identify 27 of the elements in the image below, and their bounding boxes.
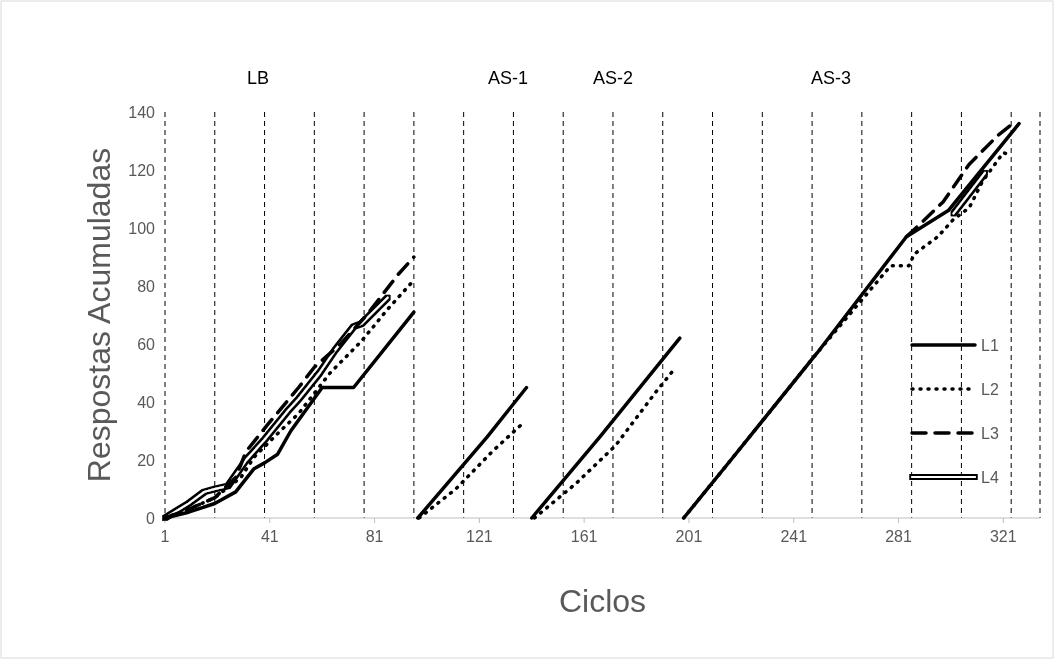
y-tick-label: 0 [146, 510, 156, 527]
legend-label: L2 [981, 381, 999, 398]
text: AS-1 [487, 68, 529, 88]
x-axis-title: Ciclos [558, 583, 647, 619]
legend-label: L4 [981, 469, 999, 486]
y-tick-label: 20 [137, 452, 156, 469]
y-tick-label: 60 [137, 336, 156, 353]
x-tick-label: 161 [570, 528, 598, 545]
x-tick-label: 121 [466, 528, 493, 545]
y-tick-label: 40 [137, 394, 156, 411]
y-tick-label: 100 [128, 220, 156, 237]
x-tick-label: 201 [675, 528, 703, 545]
text: LB [246, 68, 270, 88]
x-tick-label: 281 [885, 528, 912, 545]
y-axis-title: Respostas Acumuladas [81, 147, 117, 483]
text: AS-2 [592, 68, 634, 88]
x-tick-label: 41 [260, 528, 279, 545]
x-tick-label: 81 [365, 528, 384, 545]
x-tick-label: 241 [780, 528, 808, 545]
y-tick-label: 140 [128, 104, 156, 121]
x-tick-label: 1 [160, 528, 170, 545]
text: AS-3 [810, 68, 852, 88]
legend-label: L3 [981, 425, 999, 442]
y-tick-label: 80 [137, 278, 156, 295]
x-tick-label: 321 [989, 528, 1017, 545]
y-tick-label: 120 [128, 162, 156, 179]
legend-label: L1 [981, 337, 999, 354]
